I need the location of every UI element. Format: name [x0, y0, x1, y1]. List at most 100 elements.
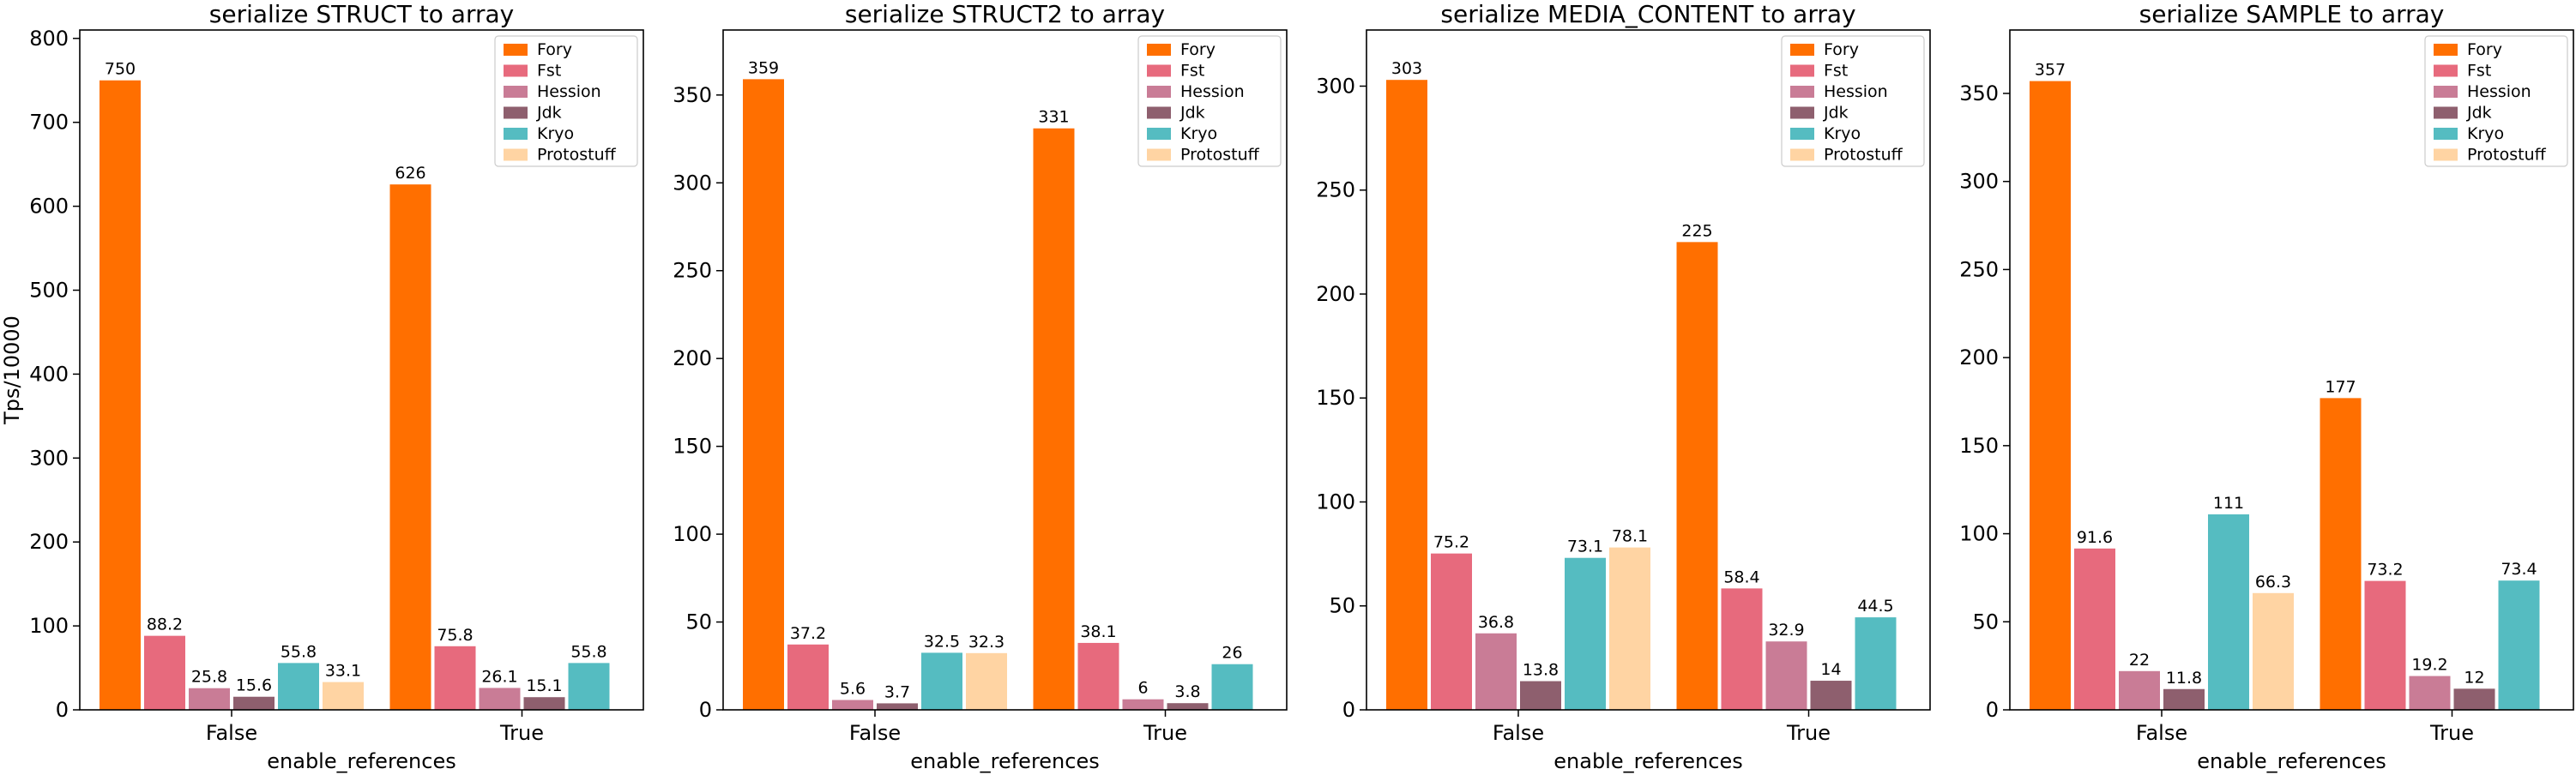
data-label: 3.7: [884, 682, 910, 701]
legend-label: Jdk: [536, 104, 562, 123]
legend-swatch-jdk: [1790, 106, 1814, 119]
y-tick-label: 700: [29, 111, 69, 135]
y-tick-label: 600: [29, 195, 69, 219]
bar-fst-false: [787, 644, 829, 710]
legend-swatch-hession: [1147, 86, 1171, 98]
bar-kryo-true: [568, 663, 610, 710]
bar-kryo-false: [278, 663, 319, 710]
bar-hession-false: [832, 700, 873, 710]
y-tick-label: 0: [56, 698, 69, 722]
bar-protostuff-false: [2253, 592, 2294, 710]
x-axis-label: enable_references: [267, 749, 455, 773]
bar-fst-false: [144, 635, 185, 710]
data-label: 5.6: [840, 680, 866, 699]
data-label: 331: [1038, 108, 1069, 127]
legend-swatch-protostuff: [1790, 148, 1814, 161]
legend-swatch-kryo: [504, 128, 528, 140]
legend-label: Kryo: [1180, 124, 1217, 143]
bar-hession-false: [2119, 670, 2160, 710]
y-tick-label: 0: [1986, 698, 1999, 722]
bar-jdk-true: [2453, 688, 2495, 710]
legend-swatch-jdk: [2434, 106, 2458, 119]
data-label: 303: [1391, 59, 1422, 78]
y-tick-label: 350: [673, 83, 712, 107]
x-tick-label: False: [1493, 721, 1544, 745]
legend-swatch-protostuff: [1147, 148, 1171, 161]
bar-hession-true: [1765, 641, 1807, 710]
legend-swatch-protostuff: [2434, 148, 2458, 161]
data-label: 73.1: [1567, 538, 1603, 556]
bar-jdk-true: [1810, 681, 1852, 710]
bar-fst-false: [2074, 548, 2115, 710]
bar-jdk-true: [523, 697, 565, 710]
data-label: 6: [1137, 679, 1148, 698]
y-tick-label: 50: [1329, 594, 1355, 618]
bar-hession-true: [1122, 699, 1164, 710]
bar-protostuff-false: [966, 652, 1007, 710]
data-label: 44.5: [1857, 597, 1893, 616]
bar-kryo-false: [2208, 514, 2249, 710]
legend-label: Fory: [2467, 40, 2502, 59]
bar-fst-false: [1431, 553, 1472, 710]
bar-jdk-false: [1520, 681, 1561, 710]
data-label: 37.2: [790, 624, 826, 643]
data-label: 78.1: [1612, 527, 1648, 546]
legend-label: Jdk: [1179, 104, 1205, 123]
y-tick-label: 200: [29, 530, 69, 554]
data-label: 73.4: [2501, 560, 2537, 579]
legend-label: Hession: [1180, 82, 1245, 101]
legend-label: Protostuff: [1180, 146, 1260, 165]
legend-label: Hession: [537, 82, 601, 101]
legend-label: Fst: [1180, 62, 1204, 81]
y-tick-label: 50: [685, 610, 712, 634]
data-label: 13.8: [1523, 661, 1559, 680]
legend-box: [494, 35, 638, 167]
y-tick-label: 250: [1316, 178, 1355, 202]
y-tick-label: 100: [1316, 490, 1355, 514]
x-tick-label: True: [499, 721, 544, 745]
data-label: 32.3: [968, 633, 1004, 652]
legend-swatch-fst: [504, 64, 528, 77]
y-tick-label: 800: [29, 27, 69, 51]
y-tick-label: 0: [699, 698, 712, 722]
legend-box: [2424, 35, 2568, 167]
bar-fory-false: [743, 79, 784, 710]
chart-title: serialize SAMPLE to array: [2139, 0, 2445, 28]
legend-label: Hession: [1824, 82, 1888, 101]
data-label: 11.8: [2166, 669, 2202, 688]
legend-label: Fory: [537, 40, 572, 59]
bar-fory-true: [2320, 398, 2362, 710]
data-label: 12: [2464, 668, 2484, 687]
legend-swatch-jdk: [504, 106, 528, 119]
legend-label: Protostuff: [537, 146, 617, 165]
legend-label: Protostuff: [1824, 146, 1903, 165]
x-axis-label: enable_references: [1553, 749, 1742, 773]
y-tick-label: 50: [1972, 610, 1999, 634]
y-tick-label: 150: [1316, 386, 1355, 410]
y-tick-label: 100: [1959, 522, 1999, 546]
data-label: 26.1: [481, 667, 517, 686]
data-label: 38.1: [1080, 622, 1116, 641]
data-label: 626: [395, 164, 425, 183]
y-tick-label: 150: [673, 435, 712, 459]
y-tick-label: 300: [673, 171, 712, 195]
x-axis-label: enable_references: [2197, 749, 2386, 773]
legend-swatch-fory: [504, 44, 528, 56]
bar-protostuff-false: [323, 682, 364, 710]
data-label: 14: [1820, 660, 1841, 679]
data-label: 88.2: [147, 616, 183, 634]
legend-swatch-fst: [1790, 64, 1814, 77]
legend-swatch-fory: [1790, 44, 1814, 56]
legend-swatch-kryo: [1147, 128, 1171, 140]
data-label: 75.8: [437, 626, 473, 645]
bar-fory-false: [100, 80, 141, 711]
x-tick-label: True: [1143, 721, 1187, 745]
bar-hession-false: [189, 688, 230, 710]
bar-fst-true: [1721, 588, 1763, 710]
data-label: 25.8: [191, 668, 227, 687]
y-tick-label: 150: [1959, 434, 1999, 458]
y-tick-label: 250: [1959, 257, 1999, 281]
bar-fst-true: [2364, 580, 2406, 710]
data-label: 73.2: [2367, 561, 2403, 580]
